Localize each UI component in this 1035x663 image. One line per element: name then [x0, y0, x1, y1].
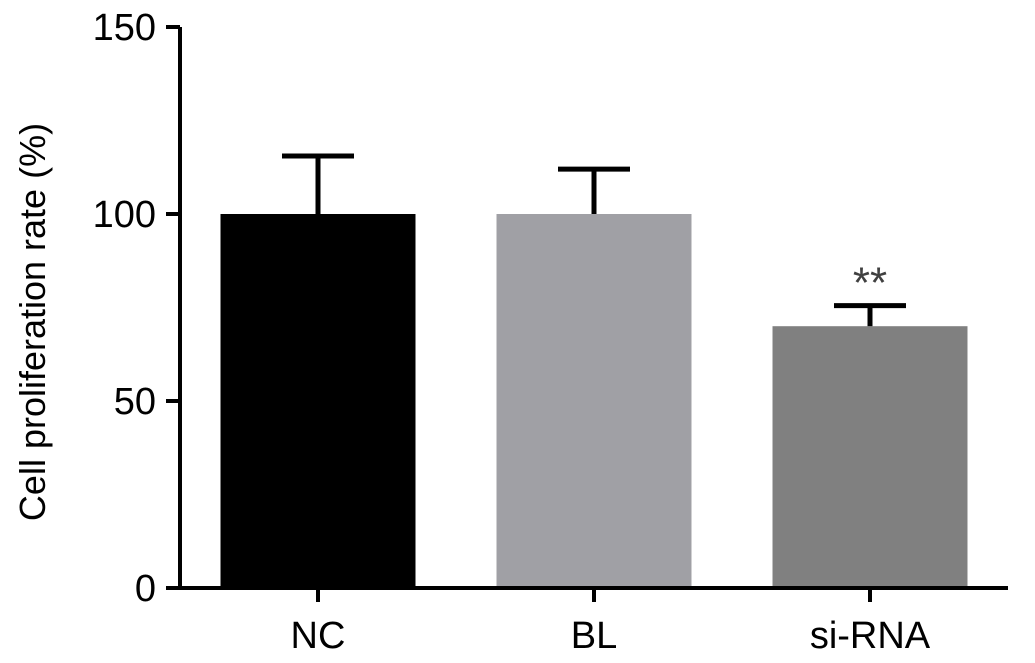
bar-si-rna	[772, 326, 968, 588]
bars-layer	[220, 214, 968, 588]
x-tick-label-si-rna: si-RNA	[810, 615, 931, 657]
annotations-layer: **	[853, 259, 887, 308]
error-bars-layer	[282, 153, 906, 327]
y-ticks-layer: 0 50 100 150	[93, 7, 180, 610]
y-axis-title: Cell proliferation rate (%)	[12, 123, 53, 521]
y-tick-label-0: 0	[135, 568, 156, 610]
x-ticks-layer: NC BL si-RNA	[291, 588, 931, 657]
y-tick-label-50: 50	[114, 381, 156, 423]
y-tick-label-100: 100	[93, 194, 156, 236]
significance-label-si-rna: **	[853, 259, 887, 308]
y-tick-label-150: 150	[93, 7, 156, 49]
bar-bl	[496, 214, 692, 588]
bar-nc	[220, 214, 416, 588]
x-tick-label-bl: BL	[571, 615, 617, 657]
x-tick-label-nc: NC	[291, 615, 346, 657]
